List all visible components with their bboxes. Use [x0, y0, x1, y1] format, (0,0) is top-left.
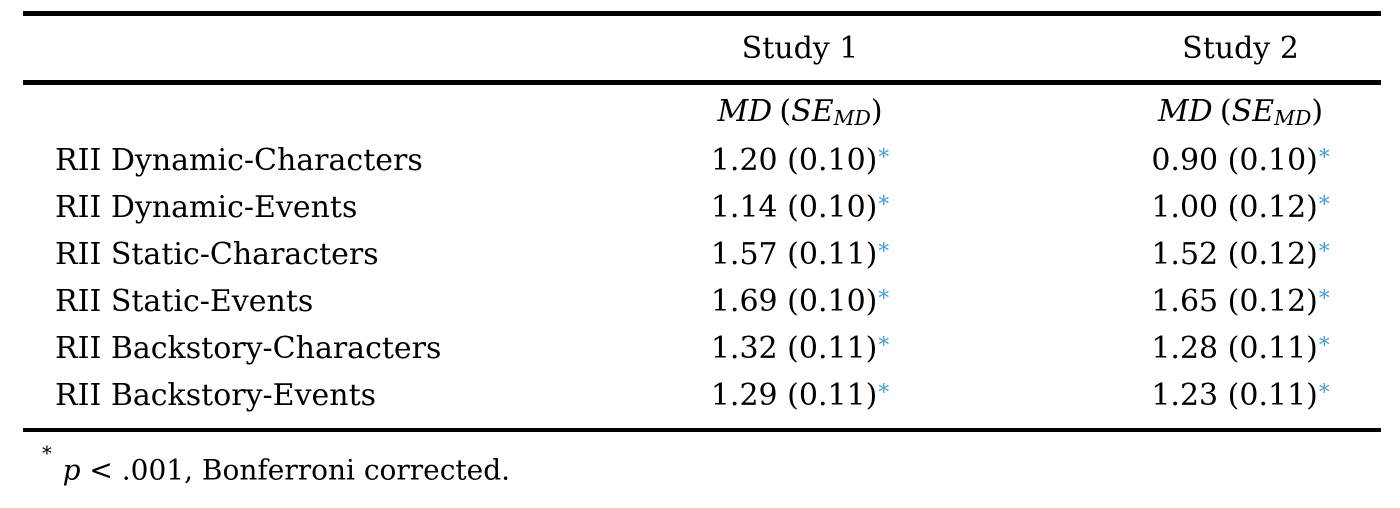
table-footnote: * p < .001, Bonferroni corrected. [42, 442, 511, 490]
md-se-value: 1.20 (0.10) [710, 143, 878, 178]
study1-value: 1.14 (0.10)* [570, 184, 1030, 231]
significance-asterisk: * [1318, 285, 1330, 311]
empty-stat-cell [23, 83, 570, 138]
md-se-value: 1.14 (0.10) [710, 190, 878, 225]
study1-stat-header: MD (SEMD) [570, 83, 1030, 138]
md-se-value: 0.90 (0.10) [1151, 143, 1318, 178]
column-gap [1030, 231, 1100, 278]
column-gap [1030, 83, 1100, 138]
results-table: Study 1 Study 2 MD (SEMD) MD (SEMD) RII Dy… [23, 11, 1381, 432]
study-header-row: Study 1 Study 2 [23, 11, 1381, 85]
table-row: RII Dynamic-Events 1.14 (0.10)* 1.00 (0.… [23, 184, 1381, 231]
column-gap [1030, 325, 1100, 372]
significance-asterisk: * [878, 238, 890, 264]
column-gap [1030, 184, 1100, 231]
significance-asterisk: * [1318, 332, 1330, 358]
column-gap [1030, 372, 1100, 419]
se-label: SE [791, 93, 834, 129]
footnote-text: < .001, Bonferroni corrected. [89, 453, 511, 487]
md-se-value: 1.69 (0.10) [710, 284, 878, 319]
md-se-value: 1.29 (0.11) [710, 378, 878, 413]
row-label: RII Backstory-Events [55, 378, 377, 413]
md-se-value: 1.52 (0.12) [1151, 237, 1318, 272]
study1-value: 1.20 (0.10)* [570, 137, 1030, 184]
table-row: RII Static-Events 1.69 (0.10)* 1.65 (0.1… [23, 278, 1381, 325]
table-row: RII Dynamic-Characters 1.20 (0.10)* 0.90… [23, 137, 1381, 184]
study1-value: 1.29 (0.11)* [570, 372, 1030, 419]
md-se-value: 1.28 (0.11) [1151, 331, 1318, 366]
close-paren: ) [1311, 93, 1324, 129]
md-label: MD [1157, 93, 1213, 129]
significance-asterisk: * [878, 285, 890, 311]
study2-value: 1.28 (0.11)* [1100, 325, 1381, 372]
md-se-value: 1.23 (0.11) [1151, 378, 1318, 413]
open-paren: ( [779, 93, 792, 129]
significance-asterisk: * [878, 144, 890, 170]
md-se-value: 1.57 (0.11) [710, 237, 878, 272]
table-row: RII Backstory-Events 1.29 (0.11)* 1.23 (… [23, 372, 1381, 419]
row-label: RII Dynamic-Events [55, 190, 358, 225]
significance-asterisk: * [1318, 191, 1330, 217]
open-paren: ( [1219, 93, 1232, 129]
row-label: RII Static-Events [55, 284, 314, 319]
se-subscript: MD [1274, 105, 1312, 130]
study1-header: Study 1 [570, 11, 1030, 85]
study2-value: 1.23 (0.11)* [1100, 372, 1381, 419]
table-row: RII Static-Characters 1.57 (0.11)* 1.52 … [23, 231, 1381, 278]
study2-value: 1.52 (0.12)* [1100, 231, 1381, 278]
significance-asterisk: * [1318, 144, 1330, 170]
significance-asterisk: * [878, 332, 890, 358]
md-se-value: 1.65 (0.12) [1151, 284, 1318, 319]
md-se-value: 1.32 (0.11) [710, 331, 878, 366]
significance-asterisk: * [878, 379, 890, 405]
stat-header-row: MD (SEMD) MD (SEMD) [23, 83, 1381, 138]
study2-stat-header: MD (SEMD) [1100, 83, 1381, 138]
footnote-asterisk-marker: * [42, 442, 52, 466]
study1-value: 1.69 (0.10)* [570, 278, 1030, 325]
bottom-spacer-row [23, 419, 1381, 430]
row-label: RII Backstory-Characters [55, 331, 442, 366]
column-gap [1030, 278, 1100, 325]
close-paren: ) [870, 93, 883, 129]
row-label: RII Static-Characters [55, 237, 379, 272]
se-subscript: MD [833, 105, 871, 130]
column-gap [1030, 11, 1100, 85]
row-label: RII Dynamic-Characters [55, 143, 423, 178]
column-gap [1030, 137, 1100, 184]
se-label: SE [1231, 93, 1275, 129]
table-row: RII Backstory-Characters 1.32 (0.11)* 1.… [23, 325, 1381, 372]
study1-value: 1.32 (0.11)* [570, 325, 1030, 372]
study1-value: 1.57 (0.11)* [570, 231, 1030, 278]
significance-asterisk: * [1318, 379, 1330, 405]
significance-asterisk: * [1318, 238, 1330, 264]
md-label: MD [717, 93, 773, 129]
md-se-value: 1.00 (0.12) [1151, 190, 1318, 225]
study2-header: Study 2 [1100, 11, 1381, 85]
significance-asterisk: * [878, 191, 890, 217]
p-symbol: p [62, 453, 81, 487]
study2-value: 1.00 (0.12)* [1100, 184, 1381, 231]
study2-value: 0.90 (0.10)* [1100, 137, 1381, 184]
empty-corner-cell [23, 11, 570, 85]
results-table-container: Study 1 Study 2 MD (SEMD) MD (SEMD) RII Dy… [23, 11, 1381, 432]
study2-value: 1.65 (0.12)* [1100, 278, 1381, 325]
